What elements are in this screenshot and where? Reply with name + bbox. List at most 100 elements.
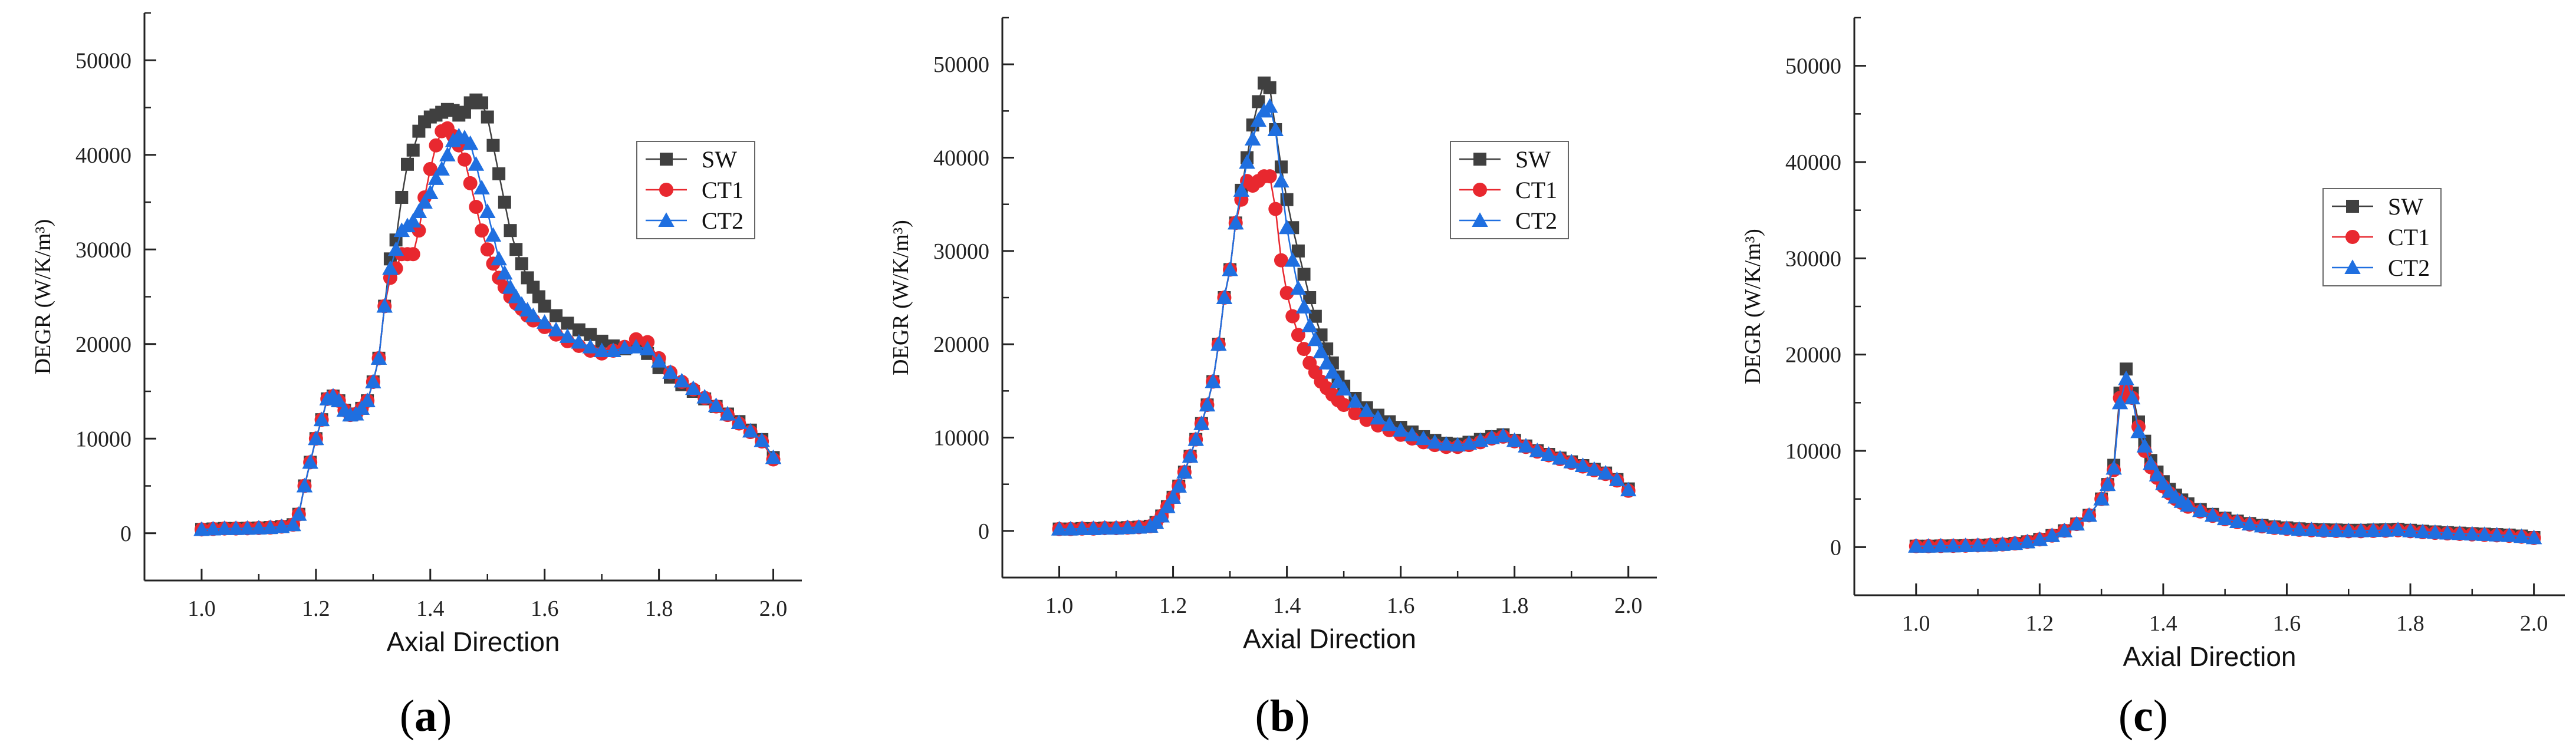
data-point-sw <box>1297 268 1311 281</box>
data-point-ct2 <box>1529 442 1546 457</box>
data-point-ct2 <box>2118 370 2134 385</box>
data-point-sw <box>504 224 517 238</box>
data-point-ct2 <box>273 518 290 533</box>
data-point-ct2 <box>2068 516 2085 531</box>
data-point-ct2 <box>2353 522 2369 537</box>
data-point-ct2 <box>536 314 553 329</box>
data-point-ct2 <box>239 520 256 535</box>
data-point-ct2 <box>2266 519 2283 534</box>
data-point-ct2 <box>2105 460 2122 475</box>
legend-label-sw: SW <box>702 146 737 173</box>
data-point-ct2 <box>359 393 376 408</box>
panel-letter: c <box>2133 691 2153 741</box>
data-point-ct2 <box>1062 520 1079 536</box>
data-point-ct2 <box>2180 497 2196 512</box>
data-point-ct2 <box>2099 476 2116 492</box>
y-axis-title: DEGR (W/K/m³) <box>31 219 55 375</box>
x-tick-label: 1.6 <box>1387 593 1415 618</box>
y-tick-label: 10000 <box>933 426 989 451</box>
x-tick-label: 1.0 <box>1045 593 1074 618</box>
panel-letter: b <box>1270 691 1295 741</box>
data-point-ct2 <box>2124 390 2141 405</box>
data-point-ct1 <box>1285 309 1300 324</box>
data-point-ct2 <box>1233 182 1250 197</box>
x-tick-label: 1.0 <box>187 596 216 621</box>
data-point-ct2 <box>2525 529 2542 545</box>
data-point-ct2 <box>502 279 519 294</box>
data-point-ct1 <box>1337 398 1351 413</box>
data-point-ct1 <box>1262 169 1277 184</box>
data-point-ct2 <box>439 147 456 161</box>
x-tick-label: 1.8 <box>2396 611 2424 636</box>
data-point-ct2 <box>1404 427 1420 441</box>
y-tick-label: 50000 <box>75 48 131 73</box>
series-ct2 <box>1908 370 2542 553</box>
data-point-ct2 <box>1392 422 1409 437</box>
data-point-ct2 <box>559 328 576 343</box>
data-point-ct2 <box>2229 513 2246 529</box>
data-point-sw <box>486 138 500 152</box>
x-tick-label: 1.4 <box>2149 611 2177 636</box>
data-point-ct2 <box>1193 415 1210 430</box>
data-point-ct2 <box>1540 446 1557 461</box>
data-point-ct2 <box>410 203 427 219</box>
panel-paren: ) <box>437 691 452 741</box>
data-point-ct2 <box>416 194 433 209</box>
data-point-sw <box>406 143 420 157</box>
series-ct2 <box>1051 98 1637 536</box>
x-tick-label: 1.2 <box>2026 611 2054 636</box>
legend-marker-sw <box>660 153 673 166</box>
data-point-ct2 <box>251 520 267 535</box>
data-point-sw <box>1263 81 1277 94</box>
data-point-ct2 <box>650 352 667 368</box>
data-point-ct2 <box>387 241 404 256</box>
data-point-sw <box>584 328 597 341</box>
data-point-ct2 <box>1273 173 1289 188</box>
legend-marker-ct2 <box>658 212 675 227</box>
data-point-ct2 <box>1130 519 1147 534</box>
data-point-ct2 <box>2476 526 2493 541</box>
data-point-ct2 <box>353 400 370 415</box>
data-point-ct2 <box>1295 299 1312 314</box>
data-point-ct2 <box>696 388 713 404</box>
data-point-sw <box>515 257 528 271</box>
data-point-ct1 <box>1279 286 1294 301</box>
y-tick-label: 50000 <box>1785 54 1841 79</box>
data-point-ct2 <box>302 454 318 469</box>
x-tick-label: 2.0 <box>759 596 788 621</box>
data-point-ct2 <box>1239 154 1255 169</box>
data-point-ct2 <box>1518 438 1534 453</box>
data-point-ct2 <box>473 180 490 194</box>
legend: SW CT1 CT2 <box>2322 188 2442 286</box>
data-point-ct2 <box>2390 522 2406 536</box>
y-tick-label: 30000 <box>75 238 131 262</box>
data-point-ct2 <box>1267 121 1284 136</box>
data-point-ct2 <box>2019 533 2036 549</box>
x-tick-label: 1.6 <box>531 596 559 621</box>
legend: SW CT1 CT2 <box>1450 141 1569 239</box>
data-point-ct2 <box>382 260 399 275</box>
data-point-ct2 <box>308 430 324 446</box>
data-point-ct1 <box>475 223 489 238</box>
data-point-ct2 <box>1216 289 1233 304</box>
data-point-ct2 <box>462 135 479 150</box>
data-point-ct2 <box>1552 450 1568 465</box>
data-point-ct2 <box>2291 521 2308 536</box>
data-point-ct2 <box>313 411 330 427</box>
data-point-sw <box>492 167 506 180</box>
legend-marker-ct2 <box>2344 259 2361 274</box>
data-point-ct2 <box>1586 461 1603 476</box>
data-point-ct2 <box>370 350 387 365</box>
legend-label-ct2: CT2 <box>2388 255 2430 281</box>
legend-marker-sw <box>2346 200 2359 213</box>
data-point-ct2 <box>2501 527 2518 542</box>
data-point-ct2 <box>376 298 393 313</box>
x-tick-label: 1.6 <box>2273 611 2301 636</box>
data-point-sw <box>1252 95 1265 108</box>
data-point-ct2 <box>2427 524 2443 539</box>
legend-label-sw: SW <box>2388 193 2423 220</box>
panel-b: 0 10000 20000 30000 40000 50000 1.0 1.2 1.4 1.6 1.… <box>889 17 1657 741</box>
data-point-ct2 <box>2315 522 2332 537</box>
y-tick-label: 30000 <box>1785 246 1841 271</box>
data-point-ct2 <box>496 265 513 280</box>
